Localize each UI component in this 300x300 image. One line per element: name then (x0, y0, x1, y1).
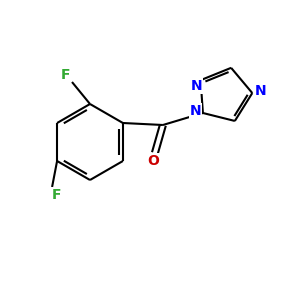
Text: F: F (61, 68, 71, 82)
Text: N: N (191, 79, 203, 93)
Text: O: O (147, 154, 159, 168)
Text: F: F (51, 188, 61, 202)
Text: N: N (254, 84, 266, 98)
Text: N: N (190, 104, 202, 118)
